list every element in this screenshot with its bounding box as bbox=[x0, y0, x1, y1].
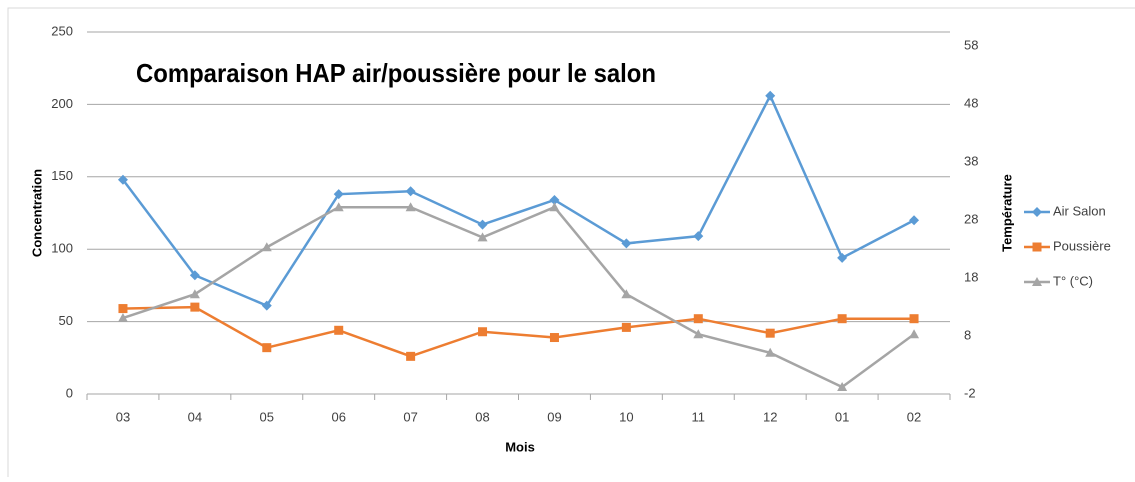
point bbox=[549, 333, 559, 343]
point bbox=[693, 329, 704, 339]
legend-marker bbox=[1032, 207, 1042, 217]
x-axis-title: Mois bbox=[505, 439, 535, 454]
x-tick-label: 06 bbox=[331, 409, 345, 424]
y-axis-title: Concentration bbox=[29, 169, 44, 257]
x-tick-label: 12 bbox=[763, 409, 777, 424]
y-tick-label: 250 bbox=[51, 23, 73, 38]
point bbox=[405, 186, 416, 197]
point bbox=[262, 343, 272, 353]
y2-tick-label: 8 bbox=[964, 327, 971, 342]
point bbox=[334, 325, 344, 335]
point bbox=[909, 314, 919, 324]
legend-marker bbox=[1032, 242, 1042, 252]
y2-tick-label: 38 bbox=[964, 153, 978, 168]
point bbox=[909, 215, 920, 226]
point bbox=[189, 289, 200, 299]
x-tick-label: 05 bbox=[260, 409, 274, 424]
y2-tick-label: 18 bbox=[964, 269, 978, 284]
y2-tick-label: -2 bbox=[964, 385, 976, 400]
y-tick-label: 50 bbox=[59, 313, 73, 328]
point bbox=[837, 382, 848, 392]
point bbox=[693, 231, 704, 242]
y2-axis-title: Température bbox=[999, 174, 1014, 252]
series-line bbox=[122, 305, 915, 358]
point bbox=[117, 313, 128, 323]
point bbox=[549, 202, 560, 212]
chart-title: Comparaison HAP air/poussière pour le sa… bbox=[136, 58, 656, 88]
x-tick-label: 09 bbox=[547, 409, 561, 424]
point bbox=[693, 314, 703, 324]
point bbox=[405, 202, 416, 212]
point bbox=[189, 270, 200, 281]
x-tick-label: 04 bbox=[188, 409, 202, 424]
point bbox=[549, 194, 560, 205]
point bbox=[621, 289, 632, 299]
point bbox=[118, 304, 128, 314]
point bbox=[333, 202, 344, 212]
y-tick-label: 100 bbox=[51, 241, 73, 256]
x-tick-label: 07 bbox=[403, 409, 417, 424]
series-line bbox=[121, 92, 915, 308]
legend-label: T° (°C) bbox=[1053, 273, 1093, 288]
x-tick-label: 10 bbox=[619, 409, 633, 424]
point bbox=[261, 242, 272, 252]
chart-border bbox=[7, 7, 1135, 482]
point bbox=[478, 327, 488, 337]
y2-tick-label: 28 bbox=[964, 211, 978, 226]
legend-label: Poussière bbox=[1053, 238, 1111, 253]
x-tick-label: 01 bbox=[835, 409, 849, 424]
point bbox=[909, 329, 920, 339]
y2-tick-label: 48 bbox=[964, 95, 978, 110]
point bbox=[406, 351, 416, 361]
point bbox=[190, 302, 200, 312]
point bbox=[261, 300, 272, 311]
point bbox=[477, 232, 488, 242]
x-tick-label: 11 bbox=[692, 409, 706, 424]
point bbox=[837, 314, 847, 324]
y2-tick-label: 58 bbox=[964, 37, 978, 52]
point bbox=[477, 219, 488, 230]
point bbox=[765, 328, 775, 338]
point bbox=[621, 322, 631, 332]
x-tick-label: 08 bbox=[475, 409, 489, 424]
point bbox=[117, 174, 128, 185]
point bbox=[765, 90, 776, 101]
point bbox=[837, 252, 848, 263]
point bbox=[765, 347, 776, 357]
y-tick-label: 150 bbox=[51, 168, 73, 183]
point bbox=[621, 238, 632, 249]
y-tick-label: 0 bbox=[66, 385, 73, 400]
x-tick-label: 03 bbox=[116, 409, 130, 424]
point bbox=[333, 189, 344, 200]
y-tick-label: 200 bbox=[51, 96, 73, 111]
x-tick-label: 02 bbox=[907, 409, 921, 424]
series-line bbox=[122, 205, 915, 389]
legend-label: Air Salon bbox=[1053, 203, 1106, 218]
legend-marker bbox=[1032, 277, 1042, 286]
